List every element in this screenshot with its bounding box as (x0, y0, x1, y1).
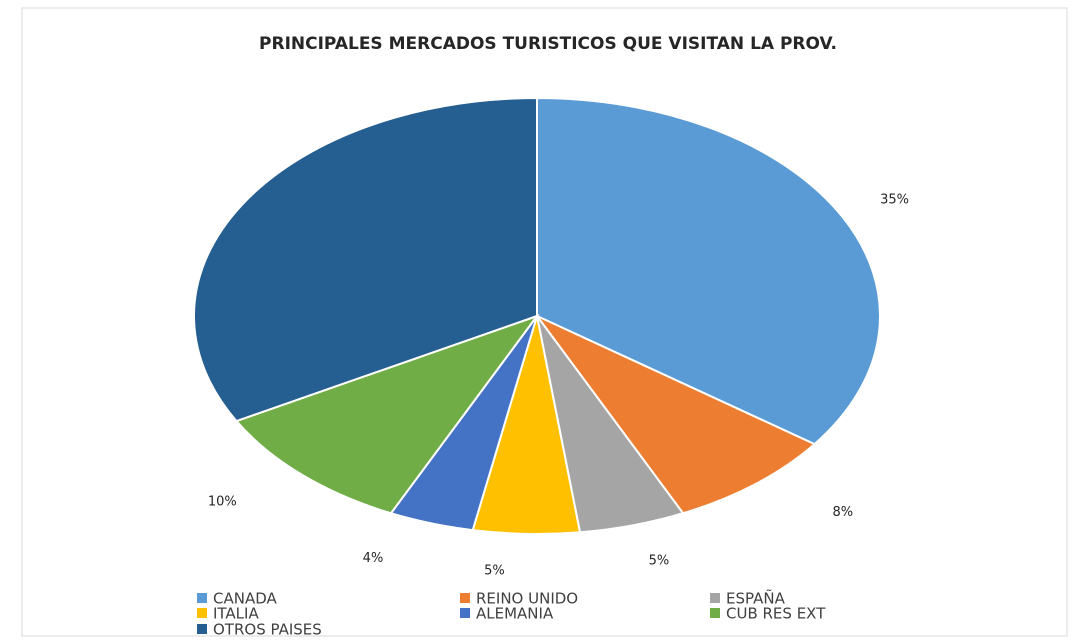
legend-swatch (197, 624, 207, 634)
data-label: 4% (363, 551, 384, 566)
legend-label: ITALIA (213, 605, 259, 623)
pie-slice (193, 96, 538, 423)
pie-slice (536, 96, 881, 446)
legend-swatch (460, 593, 470, 603)
pie-slice (234, 313, 540, 515)
data-label: 5% (484, 563, 505, 578)
legend-label: CUB RES EXT (726, 605, 826, 623)
legend-swatch (460, 608, 470, 618)
legend-swatch (197, 608, 207, 618)
legend-label: ESPAÑA (726, 589, 786, 608)
legend-label: CANADA (213, 590, 278, 608)
data-label: 5% (649, 553, 670, 568)
pie-slice (536, 315, 817, 515)
data-label: 10% (208, 494, 237, 509)
legend-swatch (197, 593, 207, 603)
legend-label: REINO UNIDO (476, 590, 578, 608)
legend-label: OTROS PAISES (213, 621, 322, 638)
legend-swatch (710, 608, 720, 618)
data-label: 8% (832, 505, 853, 520)
chart-title: PRINCIPALES MERCADOS TURISTICOS QUE VISI… (259, 34, 837, 54)
data-label: 35% (880, 193, 909, 208)
legend-swatch (710, 593, 720, 603)
legend-label: ALEMANIA (476, 605, 554, 623)
